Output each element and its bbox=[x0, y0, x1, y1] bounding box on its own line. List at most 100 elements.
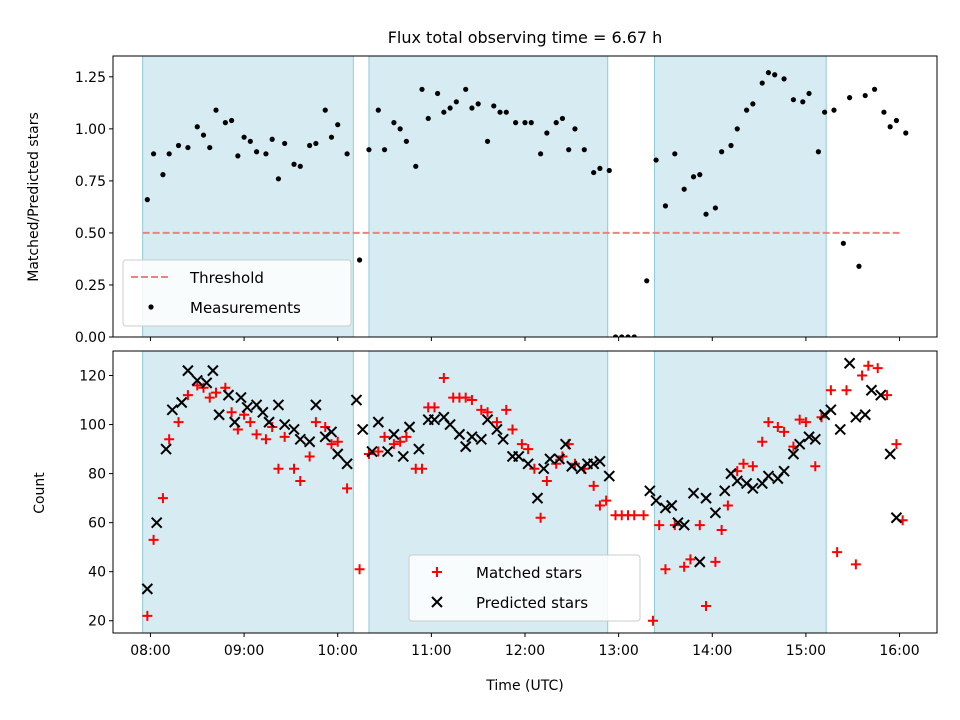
matched-stars-point bbox=[710, 556, 721, 567]
predicted-stars-point bbox=[843, 357, 856, 369]
legend-predicted-label: Predicted stars bbox=[476, 594, 588, 612]
predicted-stars-point bbox=[332, 448, 344, 460]
matched-stars-point bbox=[379, 431, 390, 442]
measurement-point bbox=[625, 334, 631, 337]
measurement-point bbox=[497, 109, 503, 115]
measurement-point bbox=[781, 76, 787, 82]
measurement-point bbox=[229, 117, 235, 124]
bottom-shaded-interval bbox=[654, 351, 827, 633]
x-tick-label: 15:00 bbox=[786, 643, 826, 659]
measurement-point bbox=[759, 80, 765, 86]
predicted-stars-point bbox=[222, 389, 235, 401]
matched-stars-point bbox=[142, 610, 153, 621]
measurement-point bbox=[491, 103, 497, 109]
predicted-stars-point bbox=[263, 416, 275, 428]
predicted-stars-point bbox=[257, 406, 269, 419]
predicted-stars-point bbox=[459, 440, 472, 453]
matched-stars-point bbox=[857, 370, 868, 381]
measurement-point bbox=[712, 205, 718, 211]
legend-threshold-label: Threshold bbox=[189, 269, 264, 287]
predicted-stars-point bbox=[778, 465, 790, 477]
predicted-stars-point bbox=[481, 413, 494, 426]
measurement-point bbox=[313, 140, 319, 147]
measurement-point bbox=[538, 151, 544, 157]
measurement-point bbox=[175, 142, 182, 149]
measurement-point bbox=[366, 147, 372, 153]
predicted-stars-point bbox=[803, 431, 815, 443]
matched-stars-point bbox=[320, 422, 331, 433]
predicted-stars-point bbox=[603, 470, 615, 482]
predicted-stars-point bbox=[890, 512, 903, 524]
matched-stars-point bbox=[679, 561, 690, 572]
measurement-point bbox=[690, 174, 697, 180]
matched-stars-point bbox=[507, 424, 518, 435]
bottom-legend: Matched stars Predicted stars bbox=[408, 554, 641, 622]
matched-stars-point bbox=[850, 559, 861, 570]
matched-stars-point bbox=[260, 434, 271, 445]
measurement-point bbox=[772, 72, 778, 78]
measurement-point bbox=[469, 105, 475, 111]
measurement-point bbox=[291, 161, 297, 167]
measurement-point bbox=[553, 120, 559, 126]
matched-stars-point bbox=[716, 525, 727, 536]
predicted-stars-point bbox=[325, 426, 338, 438]
measurement-point bbox=[903, 130, 909, 136]
matched-stars-point bbox=[273, 463, 284, 474]
matched-stars-point bbox=[251, 429, 262, 440]
matched-stars-point bbox=[354, 564, 365, 575]
predicted-stars-point bbox=[825, 404, 837, 416]
top-panel: 0.00 0.25 0.50 0.75 1.00 1.25 Threshold Measure… bbox=[75, 55, 938, 346]
measurement-point bbox=[247, 138, 253, 144]
predicted-stars-point bbox=[875, 389, 887, 401]
predicted-stars-point bbox=[182, 364, 194, 377]
matched-stars-point bbox=[541, 475, 552, 486]
predicted-stars-point bbox=[241, 401, 253, 414]
measurement-point bbox=[881, 109, 887, 115]
bottom-y-tick-label: 120 bbox=[79, 369, 106, 385]
measurement-point bbox=[513, 120, 519, 126]
top-y-tick-label: 1.00 bbox=[75, 122, 106, 138]
matched-stars-point bbox=[516, 439, 527, 450]
x-tick-label: 14:00 bbox=[692, 643, 732, 659]
measurement-point bbox=[235, 153, 241, 159]
measurement-point bbox=[297, 163, 303, 169]
matched-stars-point bbox=[654, 520, 665, 531]
measurement-point bbox=[581, 147, 587, 153]
measurement-point bbox=[166, 151, 172, 157]
measurement-point bbox=[185, 144, 191, 151]
predicted-stars-point bbox=[650, 494, 662, 507]
measurement-point bbox=[887, 124, 893, 130]
predicted-stars-point bbox=[288, 423, 300, 436]
measurement-point bbox=[831, 107, 837, 113]
legend-measurements-swatch bbox=[148, 304, 154, 310]
x-tick-label: 09:00 bbox=[224, 643, 264, 659]
matched-stars-point bbox=[310, 417, 321, 428]
matched-stars-point bbox=[535, 512, 546, 523]
measurement-point bbox=[559, 115, 566, 122]
bottom-y-tick-label: 20 bbox=[88, 614, 106, 630]
matched-stars-point bbox=[594, 500, 605, 511]
measurement-point bbox=[213, 107, 219, 113]
measurement-point bbox=[269, 136, 275, 142]
measurement-point bbox=[441, 109, 447, 115]
measurement-point bbox=[200, 132, 207, 138]
predicted-stars-point bbox=[466, 431, 478, 443]
measurement-point bbox=[222, 120, 228, 126]
matched-stars-point bbox=[295, 475, 306, 486]
predicted-stars-point bbox=[166, 404, 179, 416]
predicted-stars-point bbox=[278, 418, 291, 431]
matched-stars-point bbox=[701, 601, 712, 612]
measurement-point bbox=[822, 109, 828, 115]
measurement-point bbox=[463, 86, 469, 92]
predicted-stars-point bbox=[865, 384, 878, 396]
matched-stars-point bbox=[638, 510, 649, 521]
predicted-stars-point bbox=[522, 458, 534, 470]
top-y-tick-label: 0.00 bbox=[75, 330, 106, 346]
top-shaded-interval bbox=[368, 56, 609, 337]
predicted-stars-point bbox=[235, 391, 247, 404]
predicted-stars-point bbox=[793, 438, 806, 450]
matched-stars-point bbox=[429, 402, 440, 413]
measurement-point bbox=[847, 95, 853, 101]
matched-stars-point bbox=[438, 372, 449, 383]
predicted-stars-point bbox=[559, 438, 572, 450]
